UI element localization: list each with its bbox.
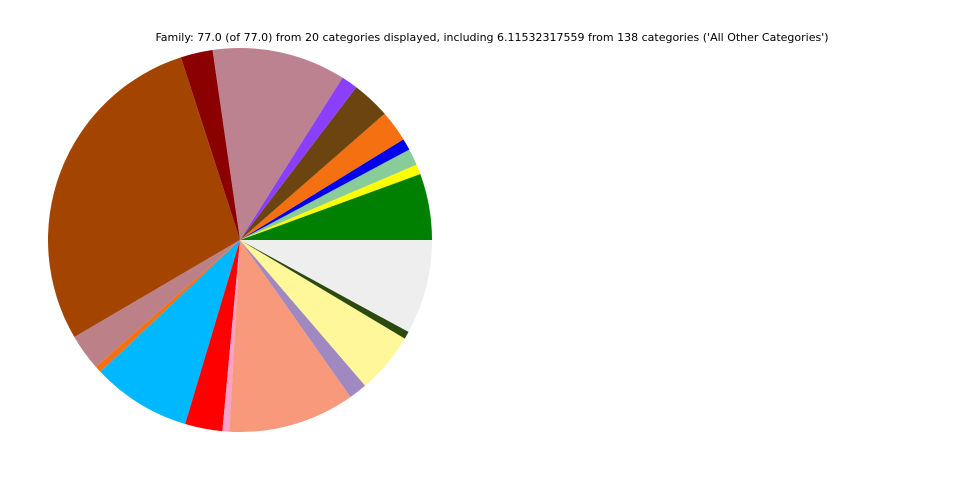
pie-slice xyxy=(95,240,241,372)
pie-slice xyxy=(240,240,432,332)
pie-slice xyxy=(100,240,241,425)
pie-slice xyxy=(222,240,240,432)
pie-slice xyxy=(240,149,417,240)
pie-slice xyxy=(240,164,421,240)
pie-slice xyxy=(240,87,385,241)
pie-slice xyxy=(240,139,410,240)
chart-title: Family: 77.0 (of 77.0) from 20 categorie… xyxy=(155,31,828,44)
pie-slice xyxy=(240,240,405,386)
pie-slice xyxy=(229,240,351,433)
pie-slice xyxy=(240,240,366,397)
pie-slice xyxy=(180,49,240,240)
pie-slice xyxy=(240,240,409,339)
pie-slice xyxy=(240,77,357,240)
pie-slice xyxy=(74,240,241,367)
pie-slice xyxy=(240,173,433,240)
pie-slice xyxy=(185,240,240,432)
pie-slice xyxy=(240,113,404,240)
pie-slice xyxy=(212,48,343,240)
pie-slice xyxy=(47,57,240,338)
